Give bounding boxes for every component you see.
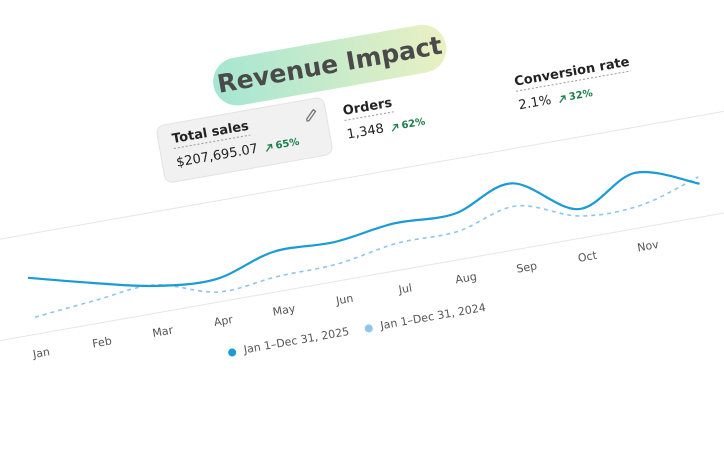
x-tick-label: Jan [31,345,51,361]
x-tick-label: Jun [334,292,354,308]
legend-label: Jan 1–Dec 31, 2024 [378,301,486,333]
x-tick-label: Aug [454,270,477,287]
legend-swatch [228,348,237,357]
x-tick-label: Oct [577,249,599,265]
up-arrow [391,123,399,132]
up-arrow [265,143,273,152]
metric-change: 32% [568,88,593,103]
grid-line [0,100,724,251]
x-tick-label: Nov [636,238,660,255]
up-arrow [559,95,567,104]
legend-swatch [364,324,373,333]
metric-underline [173,134,251,150]
x-tick-label: Apr [213,313,234,329]
line-series [28,170,700,288]
x-tick-label: Mar [151,323,174,339]
x-tick-label: Feb [91,334,112,350]
edit-icon[interactable] [305,108,317,122]
metric-underline [516,70,631,92]
metric-change: 65% [275,137,300,152]
metric-card[interactable] [156,97,333,184]
x-tick-label: Sep [515,259,538,275]
metric-label: Conversion rate [513,55,631,90]
x-tick-label: May [272,302,297,319]
metric-value: 2.1% [517,93,552,114]
x-tick-label: Jul [397,281,413,296]
legend-label: Jan 1–Dec 31, 2025 [242,325,350,357]
metric-label: Orders [342,96,394,119]
grid-line [0,198,724,349]
tilted-dashboard: Revenue Impact Total sales$207,695.07 65%… [0,24,724,361]
metric-change: 62% [401,117,426,132]
metric-underline [344,111,394,121]
title-pill [213,24,447,106]
metric-value: 1,348 [346,121,385,142]
